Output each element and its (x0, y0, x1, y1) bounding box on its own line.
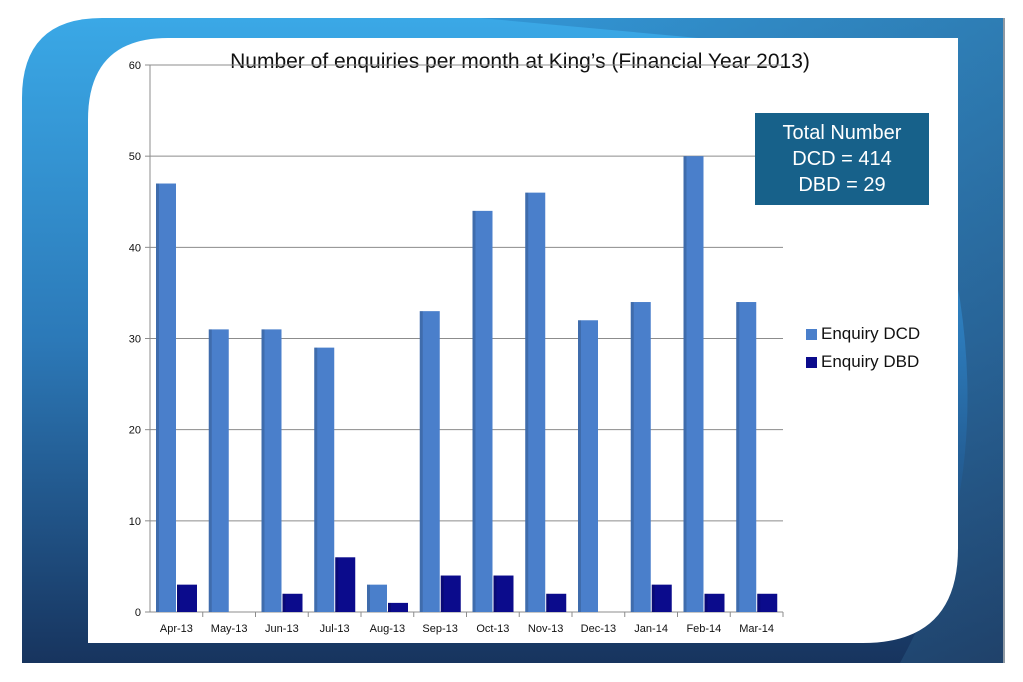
info-box-dcd-total: DCD = 414 (792, 148, 892, 170)
bar-shade (156, 183, 159, 612)
bar-dbd (388, 602, 408, 612)
bar-dbd (704, 593, 725, 612)
total-number-box: Total Number DCD = 414 DBD = 29 (755, 113, 929, 205)
bar-dbd (493, 575, 514, 612)
info-box-heading: Total Number (782, 122, 902, 144)
legend-item-dbd: Enquiry DBD (806, 348, 920, 376)
bar-shade (704, 593, 708, 612)
y-tick-label: 0 (135, 607, 141, 619)
bar-dcd (525, 192, 546, 612)
bar-dcd (208, 329, 229, 612)
y-tick-label: 60 (129, 60, 141, 72)
bar-dcd (578, 320, 598, 612)
x-tick-label: Feb-14 (686, 623, 721, 635)
bar-shade (630, 302, 634, 612)
x-tick-label: Apr-13 (160, 623, 193, 635)
legend-label-dbd: Enquiry DBD (821, 352, 920, 371)
bar-shade (388, 602, 391, 612)
bar-shade (757, 593, 761, 612)
x-tick-label: Dec-13 (581, 623, 616, 635)
bar-dcd (419, 311, 440, 612)
legend-item-dcd: Enquiry DCD (806, 320, 920, 348)
bar-shade (208, 329, 212, 612)
y-tick-label: 30 (129, 334, 141, 346)
bar-dcd (314, 347, 335, 612)
bar-dbd (440, 575, 461, 612)
chart-title: Number of enquiries per month at King’s … (230, 50, 810, 73)
bar-dcd (630, 302, 651, 612)
bar-shade (525, 192, 529, 612)
y-tick-label: 10 (129, 516, 141, 528)
bar-shade (261, 329, 265, 612)
bar-shade (282, 593, 286, 612)
bar-shade (493, 575, 497, 612)
x-tick-label: Nov-13 (528, 623, 563, 635)
x-tick-label: Jan-14 (634, 623, 668, 635)
bar-dbd (335, 557, 356, 612)
bar-dcd (367, 584, 387, 612)
bar-dbd (177, 584, 197, 612)
bar-dcd (472, 210, 493, 612)
bar-shade (419, 311, 423, 612)
bar-dbd (757, 593, 778, 612)
bar-dcd (736, 302, 757, 612)
legend-label-dcd: Enquiry DCD (821, 324, 921, 343)
x-tick-label: Jun-13 (265, 623, 299, 635)
x-tick-label: Sep-13 (422, 623, 457, 635)
bar-dcd (156, 183, 176, 612)
bar-dcd (261, 329, 282, 612)
legend-swatch-dbd (806, 356, 817, 368)
x-tick-label: Aug-13 (370, 623, 405, 635)
bar-shade (651, 584, 655, 612)
x-tick-label: May-13 (211, 623, 248, 635)
bar-shade (683, 156, 687, 612)
info-box-dbd-total: DBD = 29 (798, 174, 886, 196)
bar-shade (335, 557, 339, 612)
x-tick-label: Mar-14 (739, 623, 774, 635)
bar-dcd (683, 156, 704, 612)
x-tick-label: Oct-13 (476, 623, 509, 635)
x-tick-label: Jul-13 (320, 623, 350, 635)
bar-shade (578, 320, 581, 612)
y-tick-label: 50 (129, 151, 141, 163)
bar-shade (367, 584, 370, 612)
bar-shade (314, 347, 318, 612)
chart-legend: Enquiry DCD Enquiry DBD (806, 320, 920, 376)
bar-dbd (282, 593, 303, 612)
bar-dbd (651, 584, 672, 612)
y-tick-label: 20 (129, 425, 141, 437)
bar-shade (546, 593, 550, 612)
bar-shade (472, 210, 476, 612)
bar-shade (440, 575, 444, 612)
bar-shade (736, 302, 740, 612)
legend-swatch-dcd (806, 328, 817, 340)
bar-dbd (546, 593, 567, 612)
bar-shade (177, 584, 180, 612)
y-tick-label: 40 (129, 242, 141, 254)
